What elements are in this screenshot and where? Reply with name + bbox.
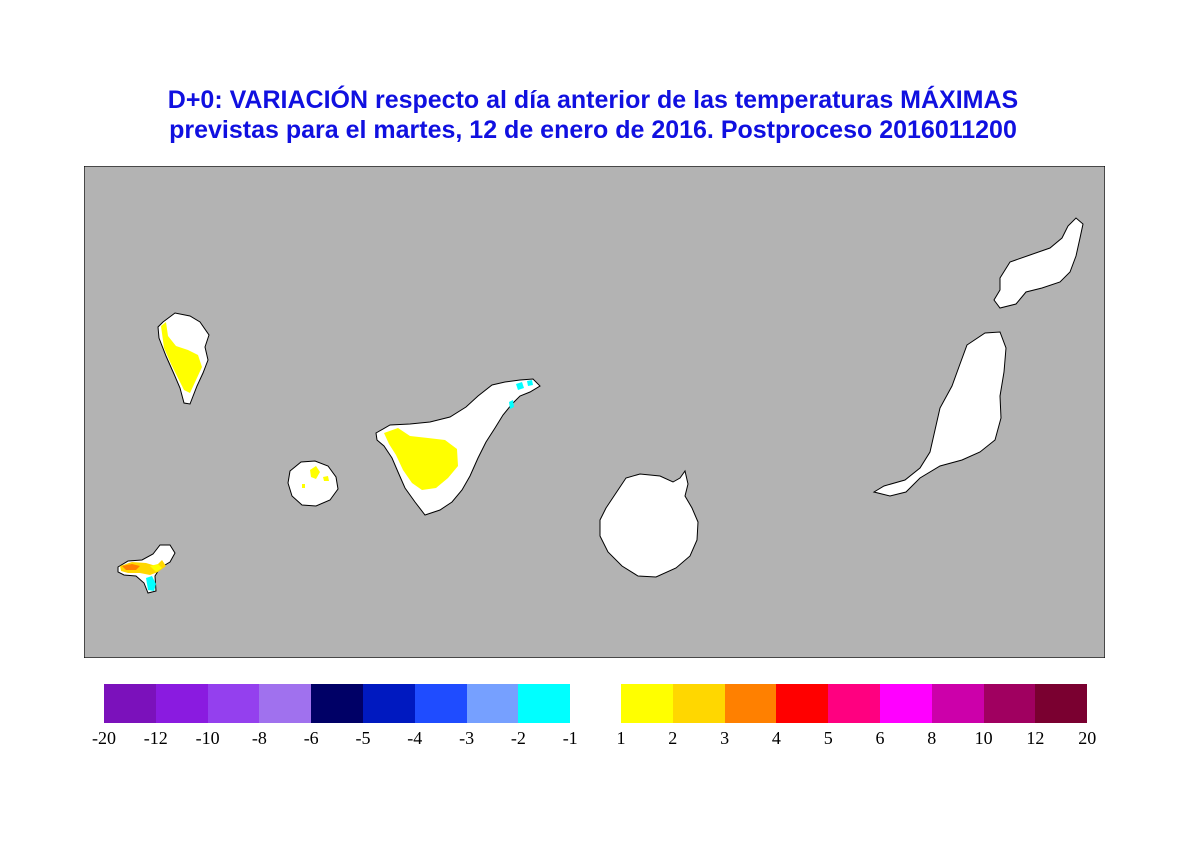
- legend-swatch-neg-5: [362, 684, 415, 723]
- anomaly-area: [323, 476, 329, 481]
- legend-swatch-pos-8: [1035, 684, 1088, 723]
- anomaly-area: [310, 466, 320, 479]
- legend-swatch-pos-4: [828, 684, 880, 723]
- legend-swatch-pos-2: [724, 684, 777, 723]
- legend-swatch-neg-8: [518, 684, 571, 723]
- legend-swatch-neg-2: [207, 684, 260, 723]
- anomaly-area: [302, 484, 305, 488]
- anomaly-area: [146, 576, 156, 591]
- legend-swatch-neg-0: [104, 684, 156, 723]
- map-title-line-1: D+0: VARIACIÓN respecto al día anterior …: [167, 86, 1019, 114]
- legend-swatch-pos-1: [672, 684, 725, 723]
- legend-positive: [621, 684, 1088, 723]
- legend-swatch-neg-6: [414, 684, 467, 723]
- legend-tick-neg-8: -2: [510, 728, 526, 748]
- anomaly-area: [384, 428, 458, 490]
- legend-tick-pos-9: 20: [1078, 728, 1097, 748]
- anomaly-area: [120, 560, 166, 575]
- legend-tick-pos-0: 1: [616, 728, 626, 748]
- legend-tick-neg-7: -3: [459, 728, 475, 748]
- anomaly-area: [516, 382, 524, 390]
- legend-tick-pos-3: 4: [771, 728, 781, 748]
- legend-tick-neg-3: -8: [251, 728, 267, 748]
- legend-negative: [104, 684, 571, 723]
- legend-tick-pos-7: 10: [974, 728, 993, 748]
- legend-tick-pos-2: 3: [720, 728, 730, 748]
- island-el-hierro: [117, 544, 176, 594]
- legend-swatch-neg-1: [155, 684, 208, 723]
- legend-tick-neg-2: -10: [195, 728, 220, 748]
- anomaly-area: [122, 564, 140, 570]
- map-title-line-2: previstas para el martes, 12 de enero de…: [169, 116, 1017, 144]
- legend-swatch-neg-3: [259, 684, 312, 723]
- legend-swatch-pos-0: [621, 684, 673, 723]
- legend-tick-neg-4: -6: [303, 728, 319, 748]
- legend-tick-neg-6: -4: [407, 728, 423, 748]
- legend-tick-neg-5: -5: [355, 728, 371, 748]
- legend-swatch-neg-4: [311, 684, 363, 723]
- legend-swatch-neg-7: [466, 684, 519, 723]
- island-la-palma: [157, 312, 210, 405]
- legend-swatch-pos-5: [879, 684, 932, 723]
- legend-tick-pos-6: 8: [927, 728, 937, 748]
- legend-swatch-pos-6: [931, 684, 984, 723]
- legend-tick-pos-4: 5: [823, 728, 833, 748]
- legend-tick-pos-5: 6: [875, 728, 885, 748]
- island-tenerife: [375, 378, 541, 516]
- legend-tick-neg-1: -12: [143, 728, 168, 748]
- island-la-gomera: [287, 460, 339, 507]
- temperature-variation-map: [84, 166, 1105, 658]
- sea-background: [84, 166, 1105, 658]
- island-lanzarote: [993, 217, 1084, 309]
- legend-tick-neg-0: -20: [92, 728, 116, 748]
- legend-swatch-pos-3: [776, 684, 829, 723]
- anomaly-area: [509, 400, 514, 409]
- anomaly-area: [161, 322, 202, 393]
- legend-swatch-pos-7: [983, 684, 1036, 723]
- anomaly-area: [527, 380, 533, 386]
- legend-tick-pos-8: 12: [1026, 728, 1045, 748]
- anomaly-area: [150, 564, 162, 572]
- island-fuerteventura: [872, 331, 1007, 497]
- island-gran-canaria: [599, 469, 699, 578]
- legend-tick-neg-9: -1: [562, 728, 578, 748]
- legend-tick-pos-1: 2: [668, 728, 678, 748]
